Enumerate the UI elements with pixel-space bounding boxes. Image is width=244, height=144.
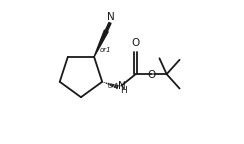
Text: or1: or1 [108, 83, 119, 89]
Text: O: O [147, 70, 156, 80]
Polygon shape [94, 30, 108, 57]
Text: H: H [120, 86, 126, 95]
Text: O: O [132, 38, 140, 48]
Text: N: N [107, 12, 115, 22]
Text: N: N [118, 81, 126, 91]
Text: or1: or1 [100, 47, 112, 53]
